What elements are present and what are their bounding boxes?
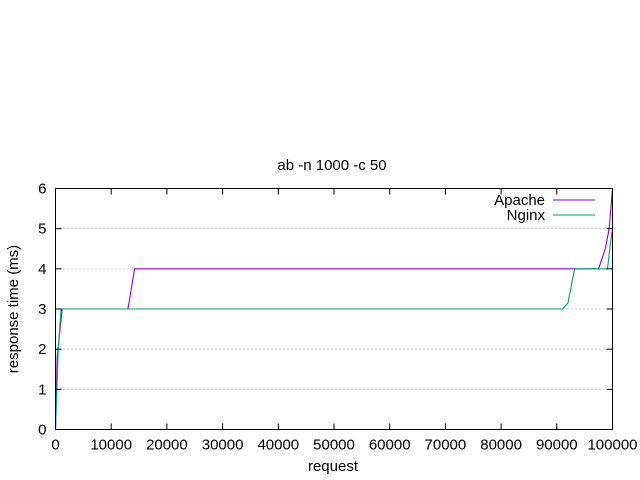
- legend-label-apache: Apache: [494, 192, 545, 209]
- x-tick-label: 10000: [90, 437, 132, 454]
- y-tick-label: 3: [38, 301, 46, 318]
- y-axis-label: response time (ms): [5, 245, 22, 373]
- y-tick-label: 5: [38, 221, 46, 238]
- x-tick-label: 0: [51, 437, 59, 454]
- series-line-nginx: [54, 228, 614, 430]
- y-tick-label: 6: [38, 181, 46, 198]
- x-tick-label: 30000: [202, 437, 244, 454]
- x-tick-label: 80000: [480, 437, 522, 454]
- x-tick-label: 60000: [369, 437, 411, 454]
- x-tick-label: 40000: [257, 437, 299, 454]
- x-tick-label: 70000: [425, 437, 467, 454]
- legend-label-nginx: Nginx: [507, 207, 546, 224]
- x-axis-label: request: [308, 458, 359, 475]
- x-tick-label: 20000: [146, 437, 188, 454]
- x-tick-label: 50000: [313, 437, 355, 454]
- y-tick-label: 2: [38, 341, 46, 358]
- y-tick-label: 1: [38, 381, 46, 398]
- ticks: [55, 188, 613, 430]
- y-tick-label: 0: [38, 422, 46, 439]
- chart-title: ab -n 1000 -c 50: [277, 157, 386, 174]
- y-tick-label: 4: [38, 261, 46, 278]
- tick-labels: 0 1 2 3 4 5 6 0 10000 20000 30000 40000 50000 60000 70…: [38, 181, 637, 454]
- x-tick-label: 90000: [536, 437, 578, 454]
- x-tick-label: 100000: [587, 437, 637, 454]
- series-layer: [54, 188, 614, 430]
